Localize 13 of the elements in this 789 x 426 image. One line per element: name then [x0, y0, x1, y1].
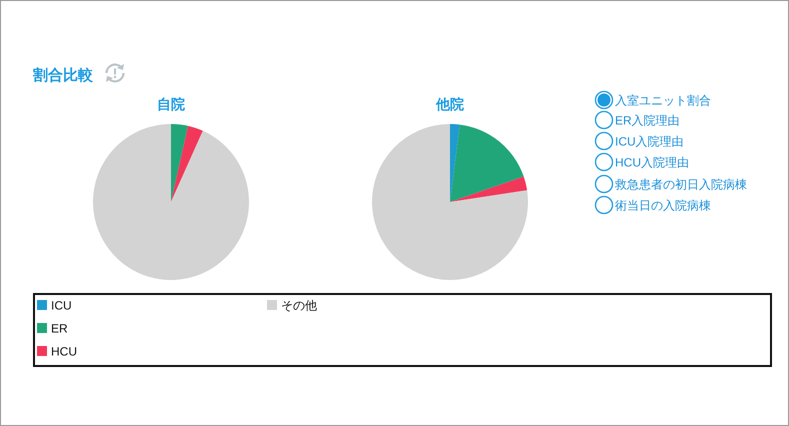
legend-label: その他: [281, 298, 317, 312]
radio-label: 救急患者の初日入院病棟: [615, 178, 747, 192]
pie-title: 自院: [157, 96, 185, 112]
legend-label: ICU: [51, 298, 72, 312]
radio-label: ICU入院理由: [615, 134, 684, 148]
pie-title: 他院: [436, 96, 464, 112]
radio-label: HCU入院理由: [615, 156, 689, 170]
radio-label: ER入院理由: [615, 114, 680, 128]
legend-label: HCU: [51, 344, 77, 358]
title: 割合比較: [33, 67, 93, 84]
legend-label: ER: [51, 322, 68, 336]
radio-label: 術当日の入院病棟: [615, 198, 711, 212]
radio-label: 入室ユニット割合: [615, 94, 711, 108]
